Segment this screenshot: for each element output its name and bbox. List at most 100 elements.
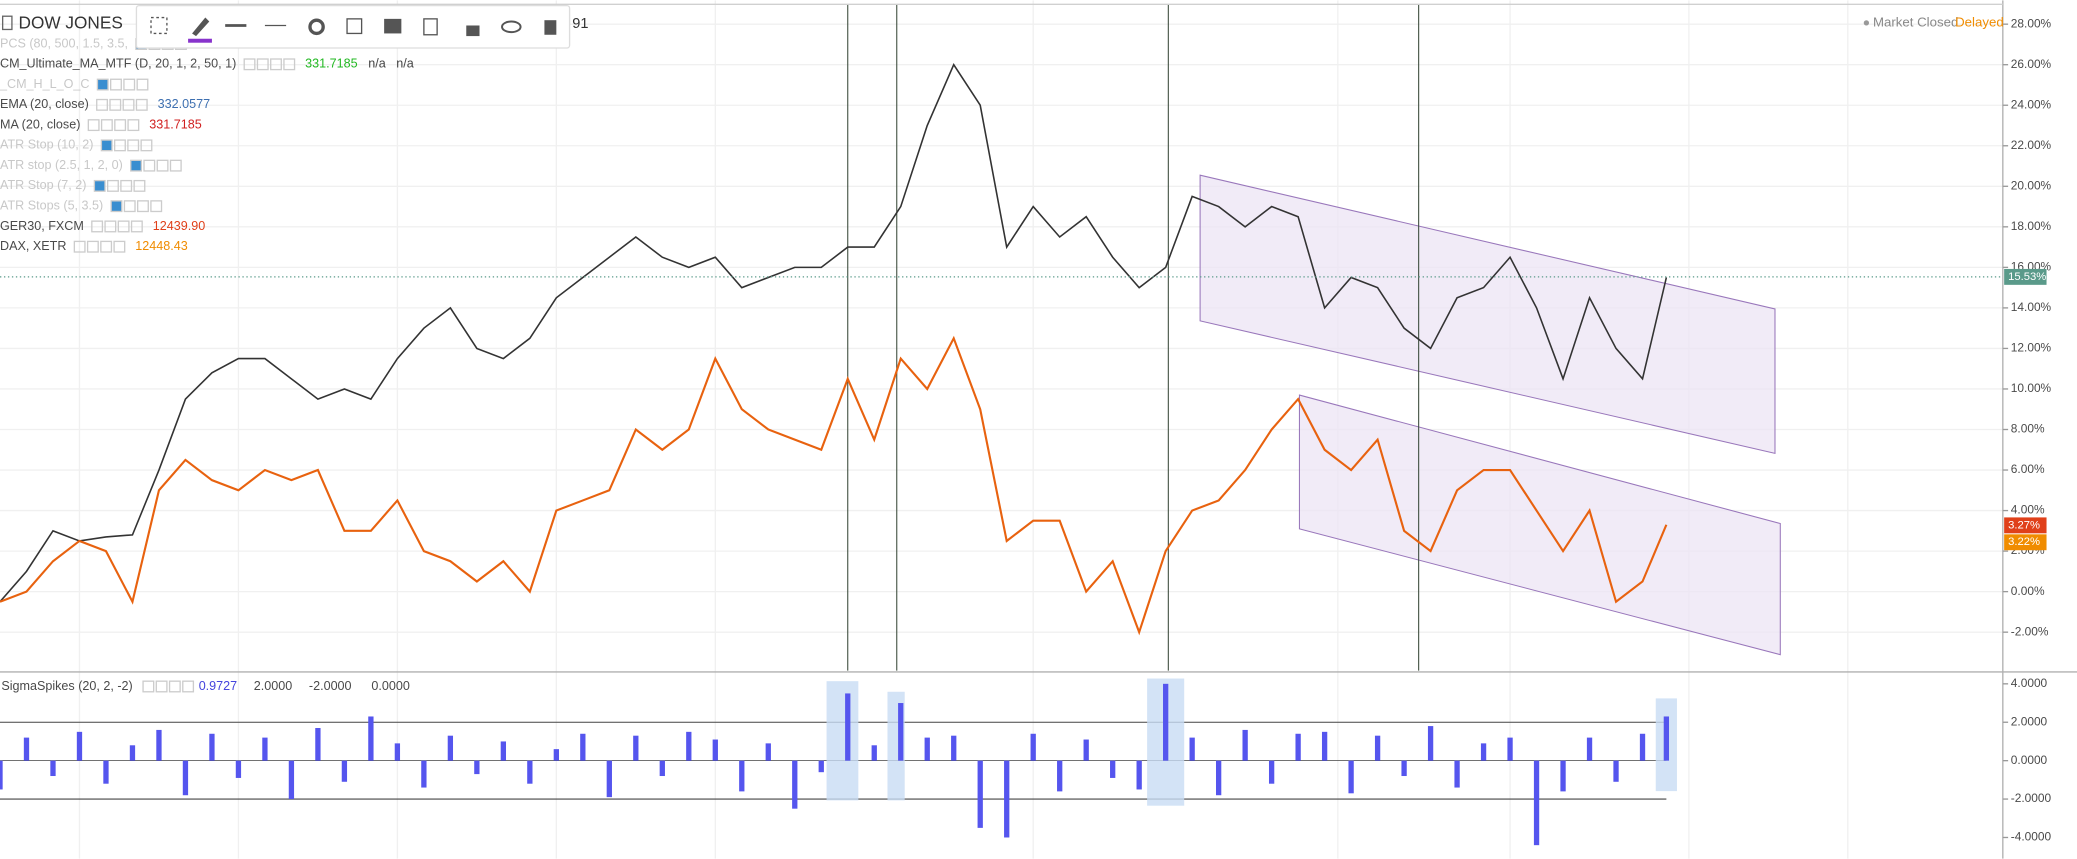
control-icon[interactable] [150,200,163,213]
control-icon[interactable] [100,240,113,253]
y-tick-label: 12.00% [2011,341,2052,355]
series-line [0,335,1668,636]
control-icon[interactable] [113,139,126,152]
spike-bar [580,733,586,761]
indicator-value: 331.7185 [305,57,357,71]
channel [1199,174,1776,455]
indicator-value: 331.7185 [149,117,201,131]
control-icon[interactable] [130,220,143,233]
y-tick-label: -2.0000 [2011,791,2052,805]
spike-bar [1083,739,1089,761]
control-icon[interactable] [256,58,269,71]
control-icon[interactable] [113,240,126,253]
spike-bar [209,733,215,761]
indicator-label: CM_Ultimate_MA_MTF (D, 20, 1, 2, 50, 1) [0,57,236,71]
control-icon[interactable] [120,179,133,192]
control-icon[interactable] [127,119,140,132]
control-icon[interactable] [104,220,117,233]
brush-tool[interactable] [192,17,210,37]
control-icon[interactable] [86,240,99,253]
spike-bar [659,760,665,777]
spike-bar [898,703,904,761]
control-icon[interactable] [155,680,168,693]
control-icon[interactable] [137,200,149,213]
spike-bar [1136,760,1142,790]
control-icon[interactable] [182,680,195,693]
y-tick-label: 8.00% [2011,422,2045,436]
copy-tool[interactable] [423,18,438,36]
control-icon[interactable] [133,179,146,192]
indicator-label: DAX, XETR [0,239,66,253]
sub-reading: 0.9727 [199,679,237,693]
control-icon[interactable] [136,78,149,91]
spike-bar [1163,683,1169,761]
spike-bar [0,760,3,790]
control-icon[interactable] [96,98,108,111]
control-icon[interactable] [109,98,122,111]
control-icon[interactable] [117,220,130,233]
control-icon[interactable] [243,58,256,71]
spike-bar [606,760,612,798]
y-tick-label: 22.00% [2011,138,2052,152]
control-icon[interactable] [93,179,106,192]
sub-title: SigmaSpikes (20, 2, -2) [1,679,132,693]
spike-bar [1215,760,1222,796]
control-icon[interactable] [73,240,86,253]
price-badge [2004,517,2047,534]
select-tool[interactable] [150,16,168,35]
spike-bar [712,739,718,761]
collapse-icon[interactable] [1,15,13,31]
sub-reading: 0.0000 [371,679,409,693]
indicator-label: ATR Stop (7, 2) [0,178,86,192]
spike-bar [686,731,692,761]
price-badge [2004,268,2047,285]
control-icon[interactable] [87,119,100,132]
control-icon[interactable] [91,220,104,233]
indicator-label: ATR stop (2.5, 1, 2, 0) [0,158,123,172]
y-tick-label: 26.00% [2011,57,2052,71]
control-icon[interactable] [143,159,156,172]
y-tick-label: 0.0000 [2011,753,2048,767]
settings-tool[interactable] [308,18,325,36]
spike-bar [1427,726,1434,761]
control-icon[interactable] [156,159,169,172]
spike-bar [1110,760,1116,778]
control-icon[interactable] [140,139,153,152]
spike-bar [394,743,401,761]
spike-bar [129,745,136,761]
spike-bar [951,735,957,761]
control-icon[interactable] [114,119,127,132]
delete-tool[interactable] [544,20,557,35]
indicator-value: 332.0577 [158,97,210,111]
control-icon[interactable] [106,179,119,192]
control-icon[interactable] [110,78,122,91]
control-icon[interactable] [169,159,182,172]
clone-tool[interactable] [346,18,363,35]
control-icon[interactable] [122,98,135,111]
y-tick-label: -2.00% [2011,624,2049,638]
y-tick-label: 10.00% [2011,381,2052,395]
control-icon[interactable] [100,139,113,152]
control-icon[interactable] [123,200,136,213]
control-icon[interactable] [142,680,155,693]
indicator-label: ATR Stops (5, 3.5) [0,198,103,212]
control-icon[interactable] [168,680,181,693]
control-icon[interactable] [100,119,113,132]
control-icon[interactable] [130,159,143,172]
lock-tool[interactable] [466,25,480,37]
control-icon[interactable] [123,78,136,91]
control-icon[interactable] [96,78,109,91]
indicator-label: GER30, FXCM [0,219,84,233]
control-icon[interactable] [270,58,282,71]
layer-tool[interactable] [384,18,402,34]
visibility-tool[interactable] [501,20,522,34]
control-icon[interactable] [283,58,296,71]
price-label: 3.27% [2008,519,2040,531]
spike-bar [765,743,771,761]
indicator-value: n/a [396,57,414,71]
control-icon[interactable] [127,139,140,152]
control-icon[interactable] [135,98,148,111]
control-icon[interactable] [110,200,123,213]
spike-bar [447,735,454,761]
